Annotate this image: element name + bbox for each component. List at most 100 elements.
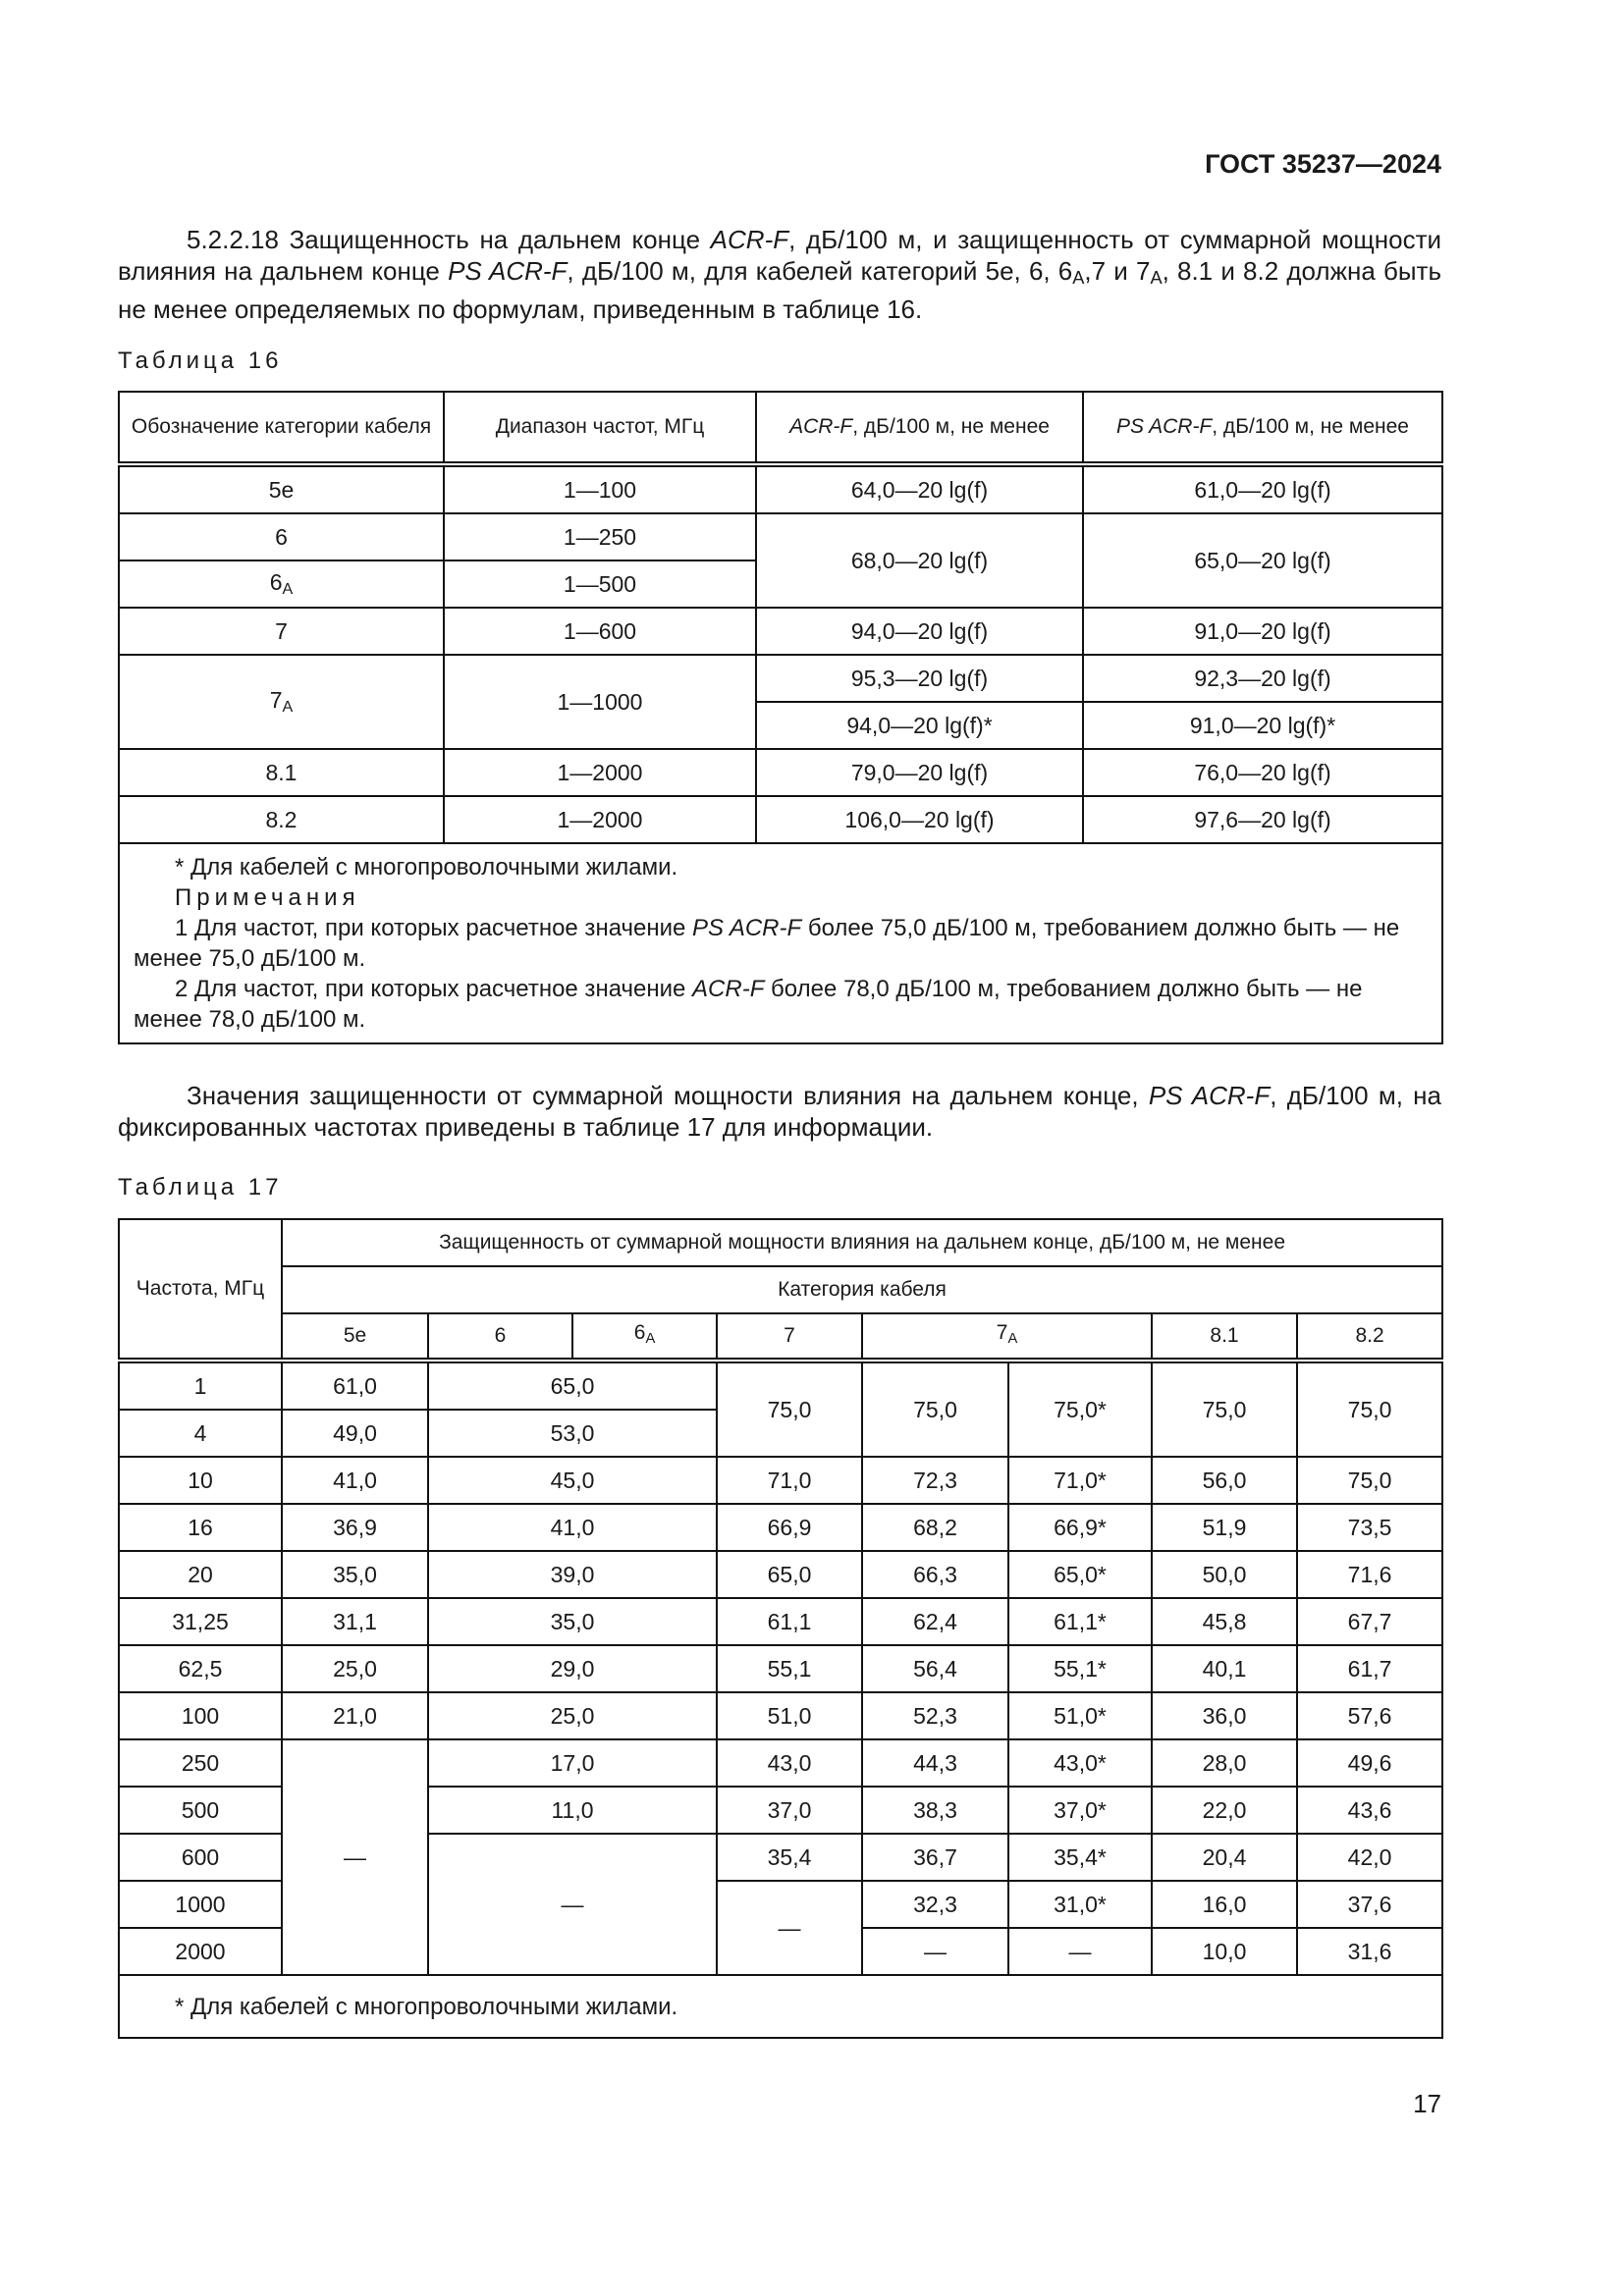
value-cell: 67,7: [1295, 1597, 1444, 1646]
frequency-cell: 16: [118, 1503, 283, 1552]
frequency-cell: 31,25: [118, 1597, 283, 1646]
value-cell: 41,0: [281, 1456, 429, 1505]
value-cell: 36,9: [281, 1503, 429, 1552]
value-cell: 41,0: [427, 1503, 718, 1552]
value-cell: 32,3: [861, 1880, 1009, 1929]
value-cell: 52,3: [861, 1691, 1009, 1740]
table-row: 1000 —32,3 31,0* 16,0 37,6: [118, 1880, 1444, 1976]
note: 1 Для частот, при которых расчетное знач…: [134, 915, 1400, 972]
table-row: 31,25 31,1 35,0 61,1 62,4 61,1* 45,8 67,7: [118, 1597, 1444, 1646]
table-row: 6 1—250 68,0—20 lg(f) 65,0—20 lg(f): [118, 512, 1443, 609]
value-cell: —: [716, 1880, 863, 1976]
frequency-cell: 100: [118, 1691, 283, 1740]
table-cell: 8.1: [118, 748, 445, 797]
value-cell: 35,4: [716, 1833, 863, 1882]
table-row: 8.1 1—2000 79,0—20 lg(f) 76,0—20 lg(f): [118, 748, 1443, 797]
value-cell: 37,6: [1295, 1880, 1444, 1929]
value-cell: 61,7: [1295, 1644, 1444, 1693]
value-cell: 72,3: [861, 1456, 1009, 1505]
value-cell: 43,0: [716, 1738, 863, 1788]
value-cell: 43,6: [1295, 1786, 1444, 1835]
table-cell: 92,3—20 lg(f): [1082, 654, 1443, 703]
table-cell: 95,3—20 lg(f): [755, 654, 1084, 703]
value-cell: 75,0*: [1007, 1360, 1153, 1458]
table-cell: 65,0—20 lg(f): [1082, 512, 1443, 609]
table-cell: 7: [118, 607, 445, 656]
value-cell: 65,0*: [1007, 1550, 1153, 1599]
frequency-cell: 1: [118, 1360, 283, 1411]
value-cell: 39,0: [427, 1550, 718, 1599]
category-header-cell: 8.1: [1151, 1312, 1298, 1363]
frequency-cell: 20: [118, 1550, 283, 1599]
table-row: 100 21,0 25,0 51,0 52,3 51,0* 36,0 57,6: [118, 1691, 1444, 1740]
table-cell: 94,0—20 lg(f)*: [755, 701, 1084, 750]
table-cell: 1—600: [443, 607, 757, 656]
value-cell: 20,4: [1151, 1833, 1298, 1882]
category-header-cell: 6A: [571, 1312, 718, 1363]
table-row: 5e 1—100 64,0—20 lg(f) 61,0—20 lg(f): [118, 463, 1443, 514]
table-row: 600—35,4 36,7 35,4* 20,4 42,0: [118, 1833, 1444, 1976]
value-cell: 68,2: [861, 1503, 1009, 1552]
table-cell: 1—500: [443, 560, 757, 609]
table-cell: 1—250: [443, 512, 757, 561]
value-cell: 71,0*: [1007, 1456, 1153, 1505]
group-header: Защищенность от суммарной мощности влиян…: [280, 1218, 1444, 1267]
value-cell: 37,0: [716, 1786, 863, 1835]
value-cell: 22,0: [1151, 1786, 1298, 1835]
page-number: 17: [1413, 2089, 1441, 2118]
value-cell: 45,0: [427, 1456, 718, 1505]
table-cell: 64,0—20 lg(f): [755, 463, 1084, 514]
value-cell: 56,4: [861, 1644, 1009, 1693]
value-cell: 35,0: [281, 1550, 429, 1599]
value-cell: 55,1: [716, 1644, 863, 1693]
value-cell: 16,0: [1151, 1880, 1298, 1929]
value-cell: 51,0*: [1007, 1691, 1153, 1740]
table-row: 2000— —10,0 31,6: [118, 1927, 1444, 1976]
value-cell: —: [281, 1738, 429, 1976]
value-cell: 38,3: [861, 1786, 1009, 1835]
column-header: ACR-F, дБ/100 м, не менее: [755, 391, 1084, 467]
table-cell: 5e: [118, 463, 445, 514]
category-header-cell: 7: [716, 1312, 863, 1363]
table-cell: 61,0—20 lg(f): [1082, 463, 1443, 514]
value-cell: —: [427, 1833, 718, 1976]
table-row: 20 35,0 39,0 65,0 66,3 65,0* 50,0 71,6: [118, 1550, 1444, 1599]
value-cell: 61,0: [281, 1360, 429, 1411]
table-cell: 76,0—20 lg(f): [1082, 748, 1443, 797]
value-cell: 75,0: [716, 1360, 863, 1458]
table-row: 16 36,9 41,0 66,9 68,2 66,9* 51,9 73,5: [118, 1503, 1444, 1552]
value-cell: 55,1*: [1007, 1644, 1153, 1693]
table-cell: 97,6—20 lg(f): [1082, 795, 1443, 844]
value-cell: 51,9: [1151, 1503, 1298, 1552]
value-cell: 40,1: [1151, 1644, 1298, 1693]
value-cell: 56,0: [1151, 1456, 1298, 1505]
table-cell: 1—2000: [443, 795, 757, 844]
note: 2 Для частот, при которых расчетное знач…: [134, 976, 1363, 1033]
table-cell: 1—100: [443, 463, 757, 514]
table-cell: 79,0—20 lg(f): [755, 748, 1084, 797]
value-cell: 49,6: [1295, 1738, 1444, 1788]
frequency-cell: 600: [118, 1833, 283, 1882]
table-row: 7 1—600 94,0—20 lg(f) 91,0—20 lg(f): [118, 607, 1443, 656]
value-cell: 42,0: [1295, 1833, 1444, 1882]
notes-title: Примечания: [175, 884, 360, 911]
value-cell: 71,6: [1295, 1550, 1444, 1599]
frequency-cell: 1000: [118, 1880, 283, 1929]
value-cell: 66,3: [861, 1550, 1009, 1599]
value-cell: 71,0: [716, 1456, 863, 1505]
table-17-caption: Таблица 17: [118, 1174, 283, 1201]
frequency-cell: 500: [118, 1786, 283, 1835]
table-16: Обозначение категории кабеля Диапазон час…: [118, 391, 1443, 1044]
table-16-caption: Таблица 16: [118, 347, 283, 374]
category-header-cell: 5e: [281, 1312, 429, 1363]
table-cell: 106,0—20 lg(f): [755, 795, 1084, 844]
table-notes: * Для кабелей с многопроволочными жилами…: [118, 842, 1443, 1044]
table-row: 6A 1—500: [118, 560, 1442, 609]
value-cell: 62,4: [861, 1597, 1009, 1646]
table-row: 4 49,0 53,0: [118, 1409, 1442, 1458]
table-cell: 1—2000: [443, 748, 757, 797]
value-cell: 36,7: [861, 1833, 1009, 1882]
value-cell: 31,0*: [1007, 1880, 1153, 1929]
value-cell: 66,9*: [1007, 1503, 1153, 1552]
table-row: 10 41,0 45,0 71,0 72,3 71,0* 56,0 75,0: [118, 1456, 1444, 1505]
